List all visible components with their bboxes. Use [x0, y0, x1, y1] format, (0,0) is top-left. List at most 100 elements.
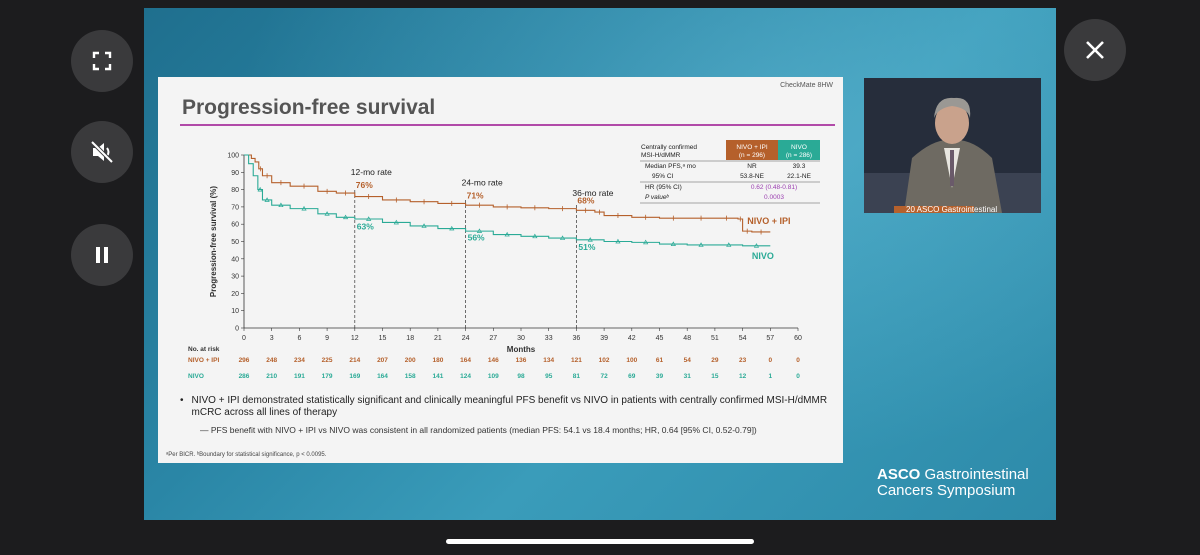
- risk-value: 100: [626, 357, 637, 364]
- landmark-label: 36-mo rate: [572, 188, 613, 198]
- risk-value: 15: [711, 373, 719, 380]
- nivo-ipi-header-bg: [726, 140, 778, 160]
- y-tick-label: 20: [231, 291, 239, 298]
- y-tick-label: 70: [231, 204, 239, 211]
- pause-button[interactable]: [71, 224, 133, 286]
- asco-logo: ASCO Gastrointestinal Cancers Symposium: [877, 466, 1029, 499]
- x-tick-label: 33: [545, 335, 553, 342]
- p-value: 0.0003: [764, 194, 784, 201]
- risk-value: 121: [571, 357, 582, 364]
- survival-curves: NIVO + IPI NIVO: [244, 154, 790, 261]
- x-tick-label: 27: [489, 335, 497, 342]
- censor-mark: [421, 223, 427, 228]
- censor-mark: [366, 216, 372, 221]
- x-tick-label: 6: [297, 335, 301, 342]
- y-tick-label: 50: [231, 239, 239, 246]
- pause-icon: [96, 247, 108, 263]
- slide-title: Progression-free survival: [182, 96, 436, 119]
- censor-mark: [559, 235, 566, 240]
- x-tick-label: 21: [434, 335, 442, 342]
- risk-value: 248: [266, 357, 277, 364]
- risk-value: 23: [739, 357, 747, 364]
- muted-speaker-icon: [90, 140, 114, 164]
- stats-table: Centrally confirmed MSI-H/dMMR NIVO + IP…: [640, 140, 820, 204]
- km-chart: 0 3 6 9 12 15 18 21 24 27 30 33 36 39 42 45 48 51 54 57 6001…: [188, 140, 820, 380]
- risk-table-header: No. at risk: [188, 346, 220, 353]
- y-tick-label: 60: [231, 222, 239, 229]
- risk-value: 102: [599, 357, 610, 364]
- x-tick-label: 18: [406, 335, 414, 342]
- risk-value: 191: [294, 373, 305, 380]
- x-tick-label: 51: [711, 335, 719, 342]
- censor-mark: [532, 233, 538, 239]
- x-tick-label: 9: [325, 335, 329, 342]
- censor-mark: [393, 219, 399, 225]
- censor-mark: [753, 243, 760, 248]
- risk-value: 141: [432, 373, 443, 380]
- x-tick-label: 42: [628, 335, 636, 342]
- censor-mark: [449, 225, 455, 231]
- table-row-header-1: Centrally confirmed: [641, 144, 697, 151]
- risk-value: 158: [405, 373, 416, 380]
- censor-mark: [504, 231, 510, 237]
- censor-mark: [342, 214, 349, 220]
- slide-footnote: ᵃPer BICR. ᵇBoundary for statistical sig…: [166, 452, 327, 458]
- speaker-camera-inset: 20 ASCO Gastrointestinal: [864, 78, 1041, 213]
- col-nivo-2: (n = 286): [786, 152, 812, 159]
- x-tick-label: 57: [766, 335, 774, 342]
- slide-bullets: • NIVO + IPI demonstrated statistically s…: [180, 395, 830, 436]
- risk-value: 81: [573, 373, 581, 380]
- median-pfs-label: Median PFS,ᵃ mo: [645, 163, 696, 170]
- fullscreen-icon: [92, 51, 112, 71]
- y-tick-label: 10: [231, 308, 239, 315]
- y-tick-label: 30: [231, 274, 239, 281]
- risk-value: 214: [349, 357, 360, 364]
- x-tick-label: 48: [683, 335, 691, 342]
- col-nivo-1: NIVO: [791, 144, 807, 151]
- censor-mark: [476, 228, 483, 233]
- nivo-ipi-legend: NIVO + IPI: [747, 216, 790, 226]
- landmark-label: 24-mo rate: [462, 178, 503, 188]
- censor-mark: [278, 202, 284, 208]
- hr-label: HR (95% CI): [645, 184, 682, 191]
- risk-value: 136: [516, 357, 527, 364]
- landmark-nivo-ipi-rate: 76%: [356, 180, 373, 190]
- risk-value: 234: [294, 357, 305, 364]
- close-button[interactable]: [1064, 19, 1126, 81]
- censor-mark: [587, 237, 593, 242]
- x-axis-label: Months: [507, 345, 536, 354]
- risk-value: 179: [322, 373, 333, 380]
- risk-value: 54: [684, 357, 692, 364]
- x-tick-label: 3: [270, 335, 274, 342]
- censor-mark: [264, 197, 270, 202]
- fullscreen-button[interactable]: [71, 30, 133, 92]
- median-pfs-nivo-ipi: NR: [747, 163, 757, 170]
- podium-banner-text: 20 ASCO Gastrointestinal: [906, 205, 997, 213]
- x-tick-label: 45: [656, 335, 664, 342]
- video-frame[interactable]: CheckMate 8HW Progression-free survival …: [144, 8, 1056, 520]
- risk-value: 0: [796, 357, 800, 364]
- landmark-nivo-rate: 51%: [578, 242, 595, 252]
- risk-value: 207: [377, 357, 388, 364]
- speaker-image: 20 ASCO Gastrointestinal: [864, 78, 1041, 213]
- risk-value: 0: [768, 357, 772, 364]
- x-tick-label: 24: [462, 335, 470, 342]
- risk-value: 61: [656, 357, 664, 364]
- col-nivo-ipi-2: (n = 296): [739, 152, 765, 159]
- risk-value: 286: [239, 373, 250, 380]
- risk-value: 210: [266, 373, 277, 380]
- y-tick-label: 40: [231, 256, 239, 263]
- risk-value: 39: [656, 373, 664, 380]
- risk-value: 98: [517, 373, 525, 380]
- chart-axes: 0 3 6 9 12 15 18 21 24 27 30 33 36 39 42 45 48 51 54 57 6001…: [209, 153, 802, 355]
- risk-value: 200: [405, 357, 416, 364]
- risk-value: 109: [488, 373, 499, 380]
- home-indicator[interactable]: [446, 539, 754, 544]
- risk-value: 12: [739, 373, 747, 380]
- censor-mark: [643, 239, 649, 245]
- risk-value: 146: [488, 357, 499, 364]
- x-tick-label: 12: [351, 335, 359, 342]
- landmark-nivo-ipi-rate: 71%: [467, 190, 484, 200]
- mute-button[interactable]: [71, 121, 133, 183]
